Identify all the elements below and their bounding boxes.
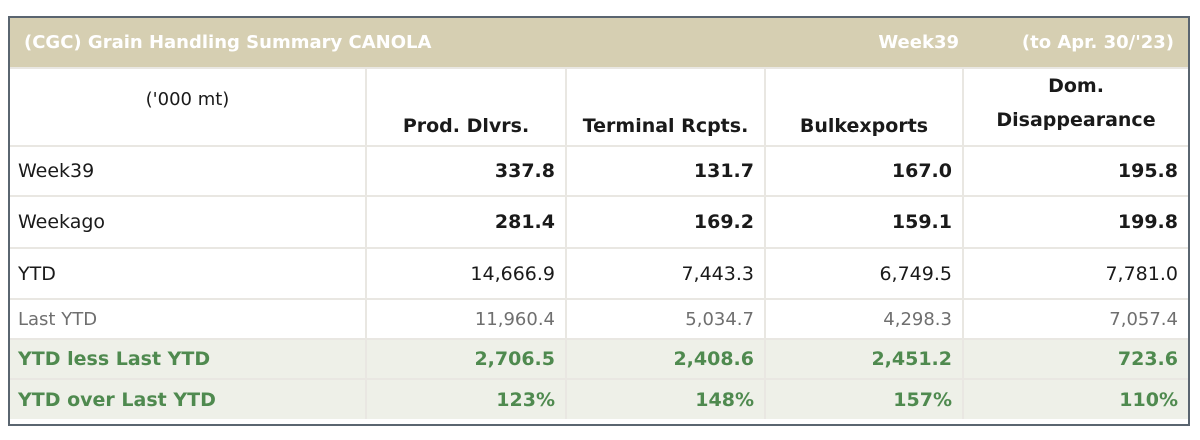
row-label: YTD (10, 247, 366, 299)
column-header-bulk-exports: Bulkexports (764, 67, 963, 146)
cell: 4,298.3 (764, 298, 963, 339)
cell: 2,451.2 (764, 338, 963, 379)
table-row: YTD over Last YTD 123% 148% 157% 110% (10, 378, 1188, 419)
table-row: YTD less Last YTD 2,706.5 2,408.6 2,451.… (10, 338, 1188, 379)
cell: 199.8 (962, 195, 1188, 248)
row-label: YTD less Last YTD (10, 338, 366, 379)
cell: 131.7 (565, 145, 765, 196)
column-header-dom-disappearance: Dom. Disappearance (962, 67, 1188, 146)
cell: 7,781.0 (962, 247, 1188, 299)
row-label: Weekago (10, 195, 366, 248)
cell: 159.1 (764, 195, 963, 248)
title-row: (CGC) Grain Handling Summary CANOLA Week… (10, 18, 1188, 68)
cell: 123% (365, 378, 566, 419)
cell: 6,749.5 (764, 247, 963, 299)
column-header-dom-line2: Disappearance (996, 109, 1156, 131)
week-label: Week39 (566, 18, 963, 68)
period-label: (to Apr. 30/'23) (963, 18, 1188, 68)
cell: 723.6 (962, 338, 1188, 379)
table-row: Week39 337.8 131.7 167.0 195.8 (10, 145, 1188, 196)
cell: 157% (764, 378, 963, 419)
cell: 148% (565, 378, 765, 419)
cell: 195.8 (962, 145, 1188, 196)
cell: 281.4 (365, 195, 566, 248)
cell: 167.0 (764, 145, 963, 196)
cell: 2,408.6 (565, 338, 765, 379)
table-row: Weekago 281.4 169.2 159.1 199.8 (10, 195, 1188, 248)
table-row: Last YTD 11,960.4 5,034.7 4,298.3 7,057.… (10, 298, 1188, 339)
column-header-prod-dlvrs: Prod. Dlvrs. (365, 67, 566, 146)
row-label: Week39 (10, 145, 366, 196)
cell: 14,666.9 (365, 247, 566, 299)
row-label: Last YTD (10, 298, 366, 339)
cell: 337.8 (365, 145, 566, 196)
column-header-terminal-rcpts: Terminal Rcpts. (565, 67, 765, 146)
column-header-row: ('000 mt) Prod. Dlvrs. Terminal Rcpts. B… (10, 67, 1188, 146)
cell: 110% (962, 378, 1188, 419)
table-title: (CGC) Grain Handling Summary CANOLA (10, 18, 566, 68)
table-row: YTD 14,666.9 7,443.3 6,749.5 7,781.0 (10, 247, 1188, 299)
cell: 7,057.4 (962, 298, 1188, 339)
canola-summary-table-frame: (CGC) Grain Handling Summary CANOLA Week… (8, 16, 1190, 426)
cell: 7,443.3 (565, 247, 765, 299)
cell: 5,034.7 (565, 298, 765, 339)
grain-handling-table: (CGC) Grain Handling Summary CANOLA Week… (10, 18, 1188, 419)
cell: 2,706.5 (365, 338, 566, 379)
row-label: YTD over Last YTD (10, 378, 366, 419)
unit-label: ('000 mt) (10, 67, 366, 146)
cell: 169.2 (565, 195, 765, 248)
cell: 11,960.4 (365, 298, 566, 339)
column-header-dom-line1: Dom. (1048, 75, 1104, 97)
